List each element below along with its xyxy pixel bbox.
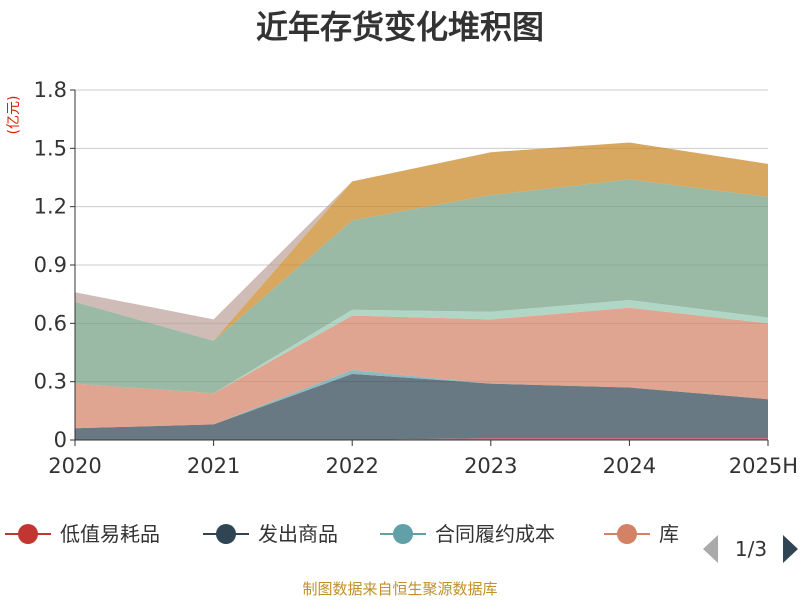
area-series-7 [75, 142, 768, 341]
chart-title: 近年存货变化堆积图 [256, 8, 544, 46]
area-series-layer [75, 142, 768, 440]
legend-item-3[interactable]: 库 [604, 522, 679, 546]
legend-next-page-icon[interactable] [783, 535, 798, 563]
legend-page-indicator: 1/3 [735, 537, 767, 561]
legend-item-2[interactable]: 合同履约成本 [380, 522, 555, 546]
area-series-3 [75, 307, 768, 429]
legend-prev-page-icon[interactable] [703, 535, 718, 563]
y-tick-label: 1.8 [34, 78, 67, 102]
y-tick-label: 0.6 [34, 311, 67, 335]
x-tick-label: 2023 [464, 454, 517, 478]
legend-marker [393, 524, 413, 544]
y-tick-label: 1.5 [34, 136, 67, 160]
legend-label: 合同履约成本 [435, 522, 555, 546]
legend-item-0[interactable]: 低值易耗品 [5, 522, 160, 546]
legend-marker [617, 524, 637, 544]
x-tick-label: 2025H [729, 454, 798, 478]
area-series-1 [75, 373, 768, 440]
legend-marker [18, 524, 38, 544]
y-tick-label: 0.9 [34, 253, 67, 277]
area-series-5 [75, 179, 768, 394]
legend: 低值易耗品 发出商品 合同履约成本 库 [5, 522, 679, 546]
legend-pager: 1/3 [703, 535, 798, 563]
y-tick-label: 0 [54, 428, 67, 452]
y-tick-label: 0.3 [34, 370, 67, 394]
x-tick-label: 2024 [603, 454, 656, 478]
x-tick-label: 2020 [48, 454, 101, 478]
x-tick-label: 2022 [325, 454, 378, 478]
legend-marker [216, 524, 236, 544]
legend-label: 低值易耗品 [60, 522, 160, 546]
legend-item-1[interactable]: 发出商品 [203, 522, 338, 546]
x-tick-label: 2021 [187, 454, 240, 478]
y-axis-unit: (亿元) [6, 96, 22, 135]
area-series-4 [75, 300, 768, 394]
legend-label: 库 [659, 522, 679, 546]
y-tick-label: 1.2 [34, 195, 67, 219]
area-series-6 [75, 142, 768, 341]
x-tick-labels: 2020 2021 2022 2023 2024 2025H [48, 440, 798, 478]
y-tick-labels: 0 0.3 0.6 0.9 1.2 1.5 1.8 [34, 78, 75, 452]
legend-label: 发出商品 [258, 522, 338, 546]
data-source-footer: 制图数据来自恒生聚源数据库 [302, 580, 497, 598]
